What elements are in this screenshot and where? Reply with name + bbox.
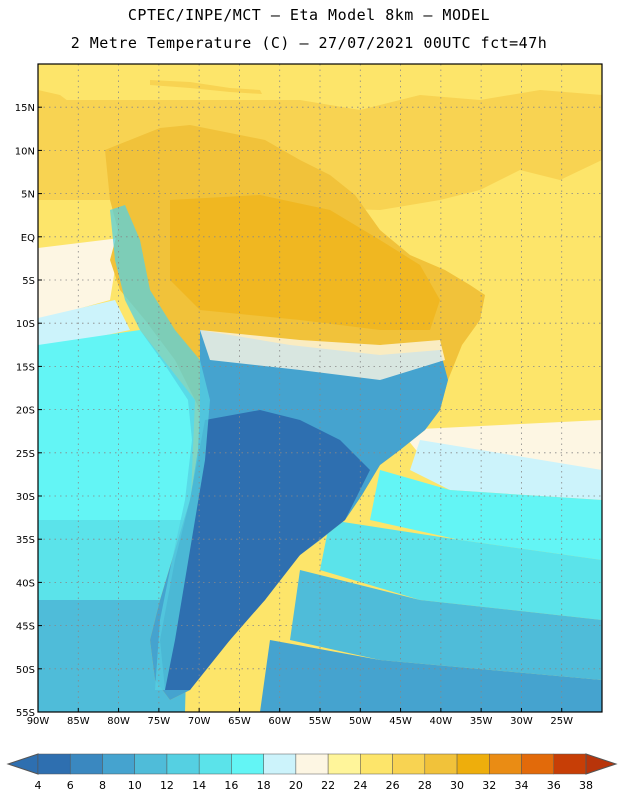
colorbar-label: 6 [67,779,74,792]
colorbar-swatch [134,753,168,775]
colorbar: 4 6 8 10 12 14 16 18 20 22 24 26 28 30 32 34 36 38 [6,753,618,792]
lat-label: 20S [16,406,35,417]
ocean-band-atl-12 [290,570,602,680]
lon-label: 90W [27,716,50,727]
lon-label: 55W [309,716,332,727]
lat-label: 25S [16,449,35,460]
colorbar-swatch [327,753,361,775]
map-gridlines [38,64,602,712]
title-line-1: CPTEC/INPE/MCT – Eta Model 8km – MODEL [127,6,491,24]
ocean-band-20 [38,300,130,350]
colorbar-swatch [69,753,103,775]
andes-cold [110,205,210,690]
lat-label: 10N [15,146,35,157]
colorbar-label: 8 [99,779,106,792]
ocean-band-atl-14 [320,520,602,620]
colorbar-label: 36 [547,779,561,792]
colorbar-label: 24 [353,779,367,792]
colorbar-label: 26 [386,779,400,792]
colorbar-label: 32 [482,779,496,792]
lat-label: 5N [21,190,35,201]
colorbar-swatch [392,753,426,775]
colorbar-label: 12 [160,779,174,792]
colorbar-swatch [37,753,71,775]
lat-label: 10S [16,319,35,330]
colorbar-over-arrow [585,753,618,775]
colorbar-swatch [166,753,200,775]
ocean-band-atl-16 [370,470,602,560]
lat-label: 15S [16,362,35,373]
lon-label: 70W [188,716,211,727]
ocean-band-22 [38,238,120,320]
lon-label: 35W [470,716,493,727]
colorbar-label: 22 [321,779,335,792]
lat-label: 15N [15,103,35,114]
colorbar-label: 30 [450,779,464,792]
central-america [38,90,105,150]
lat-label: 45S [16,622,35,633]
colorbar-swatch [456,753,490,775]
land-cold-south [160,410,370,690]
lat-label: 5S [22,276,35,287]
ocean-band-atl-20 [410,440,602,500]
colorbar-swatch [198,753,232,775]
colorbar-label: 10 [128,779,142,792]
lon-label: 40W [430,716,453,727]
colorbar-label: 18 [257,779,271,792]
lon-label: 85W [67,716,90,727]
ocean-band-14 [38,520,190,600]
lon-label: 60W [268,716,291,727]
colorbar-label: 14 [192,779,206,792]
colorbar-swatch [521,753,555,775]
lon-label: 50W [349,716,372,727]
land-mild-band [200,330,445,380]
longitude-labels: 90W 85W 80W 75W 70W 65W 60W 55W 50W 45W 40W 35W 30W 2… [27,708,573,727]
ocean-band-24 [38,200,130,250]
colorbar-label: 34 [515,779,529,792]
colorbar-swatch [424,753,458,775]
colorbar-swatch [102,753,135,775]
latitude-labels: 15N 10N 5N EQ 5S 10S 15S 20S 25S 30S 35S 40S 45S 50S 5… [15,103,42,719]
colorbar-swatch [489,753,522,775]
lat-label: EQ [21,233,35,244]
caribbean-islands [150,80,262,94]
title-line-2: 2 Metre Temperature (C) – 27/07/2021 00U… [70,34,548,52]
lon-label: 80W [107,716,130,727]
colorbar-under-arrow [6,753,39,775]
ocean-band-atl-10 [260,640,602,712]
lon-label: 30W [510,716,533,727]
colorbar-label: 28 [418,779,432,792]
ocean-band-16 [38,330,195,520]
colorbar-label: 20 [289,779,303,792]
colorbar-swatch [360,753,393,775]
lat-label: 50S [16,665,35,676]
colorbar-swatch [263,753,297,775]
lat-label: 40S [16,578,35,589]
colorbar-label: 16 [224,779,238,792]
colorbar-label: 4 [35,779,42,792]
lat-label: 35S [16,535,35,546]
lon-label: 25W [550,716,573,727]
lon-label: 75W [148,716,171,727]
colorbar-swatch [295,753,329,775]
land-warm-north [170,195,440,330]
lon-label: 65W [228,716,251,727]
ocean-band-12 [38,600,188,712]
lat-label: 55S [16,708,35,719]
colorbar-swatch [553,753,587,775]
colorbar-label: 38 [579,779,593,792]
lon-label: 45W [389,716,412,727]
lat-label: 30S [16,492,35,503]
colorbar-swatch [231,753,264,775]
